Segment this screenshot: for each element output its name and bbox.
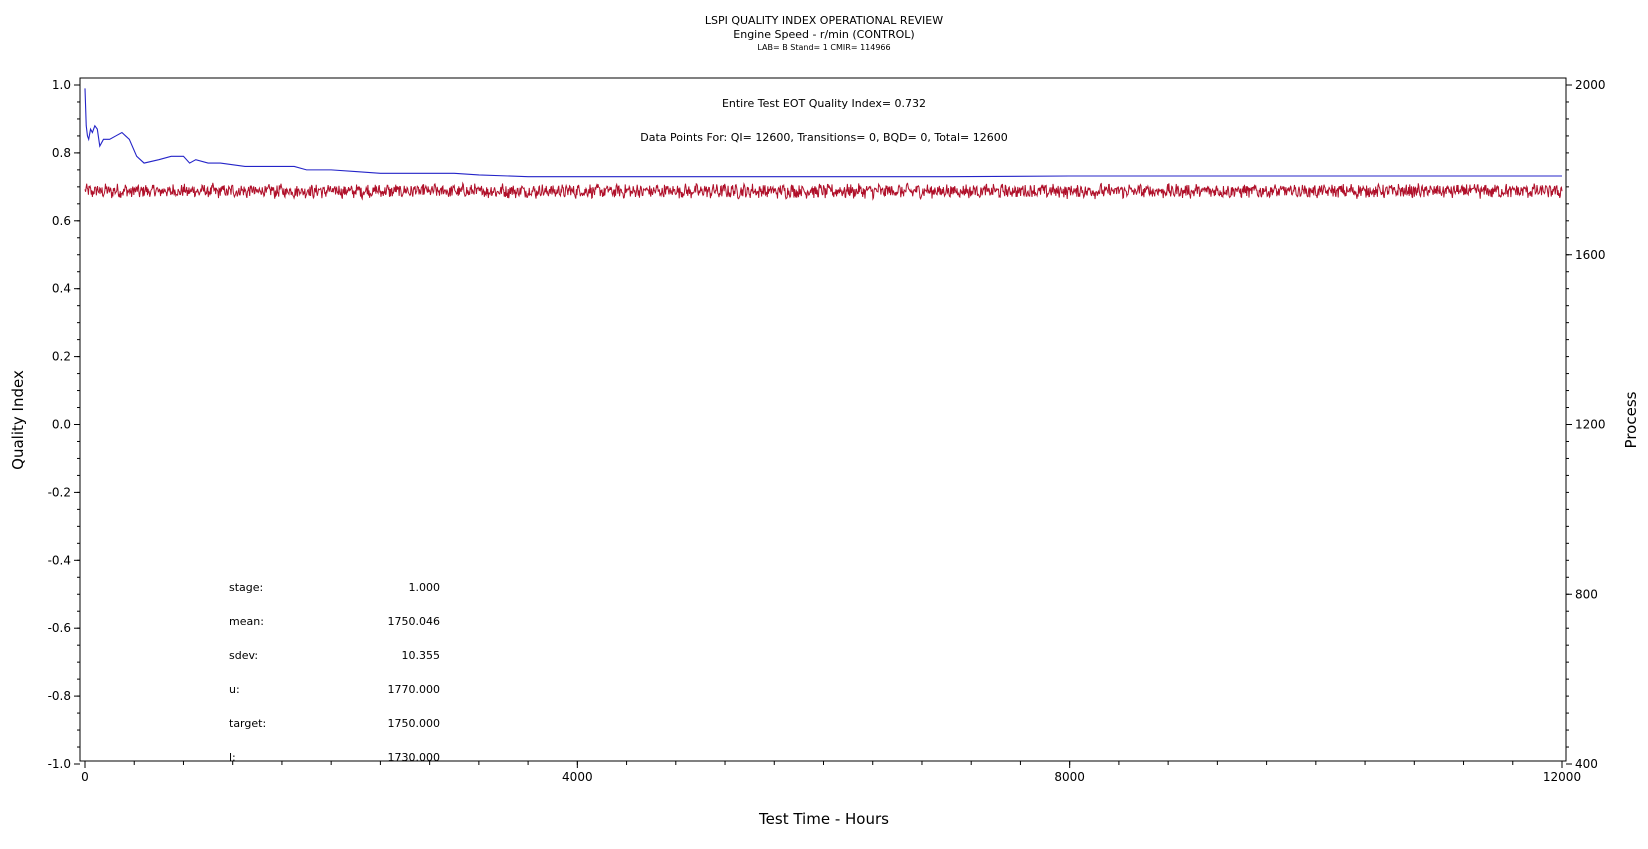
stat-label: u: [229, 683, 240, 696]
process-series-layer [84, 181, 1563, 201]
quality-index-series-line [84, 88, 1562, 178]
plot-frame [79, 77, 1567, 762]
y-tick-label: -0.4 [48, 553, 71, 567]
stat-value: 1750.000 [388, 717, 441, 730]
y2-tick-label: 1200 [1575, 418, 1606, 432]
stat-value: 1.000 [409, 581, 441, 594]
y-tick-label: -0.2 [48, 485, 71, 499]
stat-label: l: [229, 751, 236, 764]
qi-annotation: Entire Test EOT Quality Index= 0.732 [722, 97, 926, 110]
stat-label: target: [229, 717, 266, 730]
stat-value: 1770.000 [388, 683, 441, 696]
stat-label: stage: [229, 581, 263, 594]
quality-index-series-layer [84, 88, 1562, 178]
y2-tick-label: 400 [1575, 757, 1598, 771]
y-tick-label: 0.2 [52, 350, 71, 364]
stat-value: 1750.046 [388, 615, 441, 628]
right-axis: 2000 1600 1200 800 400 [1566, 78, 1606, 771]
y-axis-title: Quality Index [9, 370, 27, 470]
x-tick-label: 0 [81, 770, 89, 784]
y-tick-label: 0.0 [52, 418, 71, 432]
y-tick-label: 1.0 [52, 78, 71, 92]
stat-value: 1730.000 [388, 751, 441, 764]
x-tick-label: 12000 [1543, 770, 1581, 784]
y-tick-label: 0.8 [52, 146, 71, 160]
y-tick-label: -0.8 [48, 689, 71, 703]
x-tick-label: 8000 [1054, 770, 1085, 784]
x-tick-label: 4000 [562, 770, 593, 784]
chart-meta: LAB= B Stand= 1 CMIR= 114966 [757, 43, 890, 52]
process-series-line [84, 181, 1563, 201]
x-axis-title: Test Time - Hours [758, 810, 889, 828]
data-points-annotation: Data Points For: QI= 12600, Transitions=… [640, 131, 1008, 144]
y-tick-label: -1.0 [48, 757, 71, 771]
left-axis: 1.0 0.8 0.6 0.4 0.2 0.0 -0.2 -0.4 -0.6 -0.8 -1.0 [48, 78, 80, 771]
stat-label: mean: [229, 615, 264, 628]
y2-tick-label: 1600 [1575, 248, 1606, 262]
y-tick-label: -0.6 [48, 621, 71, 635]
y-tick-label: 0.4 [52, 282, 71, 296]
stat-value: 10.355 [402, 649, 441, 662]
y2-tick-label: 2000 [1575, 78, 1606, 92]
chart-subtitle: Engine Speed - r/min (CONTROL) [733, 28, 914, 41]
y2-axis-title: Process [1622, 391, 1640, 448]
x-axis: 0 4000 8000 12000 [81, 761, 1581, 784]
stat-label: sdev: [229, 649, 258, 662]
y-tick-label: 0.6 [52, 214, 71, 228]
stats-block: stage: 1.000 mean: 1750.046 sdev: 10.355 u: 177… [229, 581, 440, 764]
chart-title: LSPI QUALITY INDEX OPERATIONAL REVIEW [705, 14, 943, 27]
y2-tick-label: 800 [1575, 587, 1598, 601]
